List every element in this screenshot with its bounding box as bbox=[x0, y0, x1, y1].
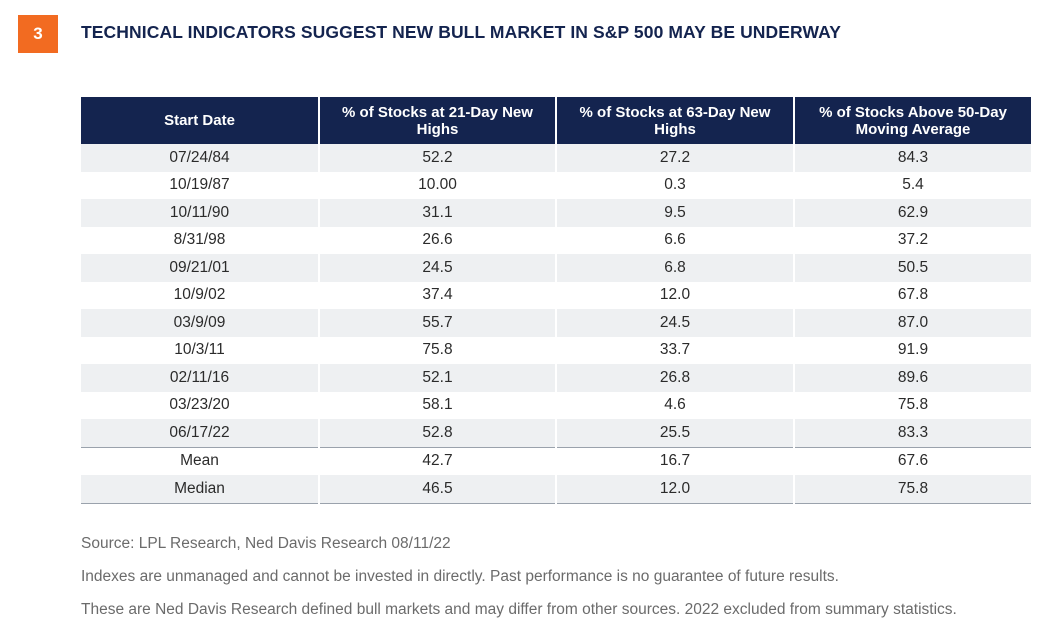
above-50-day-ma-cell: 75.8 bbox=[793, 391, 1031, 419]
new-highs-21-day-cell: 24.5 bbox=[318, 254, 556, 282]
new-highs-21-day-cell: 52.8 bbox=[318, 419, 556, 447]
new-highs-63-day-cell: 4.6 bbox=[555, 391, 794, 419]
start-date-cell: 03/23/20 bbox=[81, 391, 319, 419]
above-50-day-ma-cell: 67.8 bbox=[793, 281, 1031, 309]
column-header-63-day-new-highs: % of Stocks at 63-Day New Highs bbox=[555, 97, 794, 144]
figure-number-badge: 3 bbox=[18, 15, 58, 53]
start-date-cell: 02/11/16 bbox=[81, 364, 319, 392]
new-highs-21-day-cell: 26.6 bbox=[318, 226, 556, 254]
column-header-start-date: Start Date bbox=[81, 97, 319, 144]
new-highs-63-day-cell: 12.0 bbox=[555, 475, 794, 504]
new-highs-63-day-cell: 27.2 bbox=[555, 144, 794, 172]
table-row: 10/19/87 10.00 0.3 5.4 bbox=[81, 171, 1031, 199]
table-row: 03/23/20 58.1 4.6 75.8 bbox=[81, 391, 1031, 419]
table-row: 09/21/01 24.5 6.8 50.5 bbox=[81, 254, 1031, 282]
above-50-day-ma-cell: 37.2 bbox=[793, 226, 1031, 254]
new-highs-21-day-cell: 52.2 bbox=[318, 144, 556, 172]
new-highs-63-day-cell: 33.7 bbox=[555, 336, 794, 364]
summary-row: Median 46.5 12.0 75.8 bbox=[81, 475, 1031, 504]
above-50-day-ma-cell: 83.3 bbox=[793, 419, 1031, 447]
disclaimer-note: Indexes are unmanaged and cannot be inve… bbox=[81, 568, 839, 585]
start-date-cell: 03/9/09 bbox=[81, 309, 319, 337]
table-header-row: Start Date % of Stocks at 21-Day New Hig… bbox=[81, 97, 1031, 144]
new-highs-21-day-cell: 52.1 bbox=[318, 364, 556, 392]
new-highs-63-day-cell: 12.0 bbox=[555, 281, 794, 309]
new-highs-21-day-cell: 46.5 bbox=[318, 475, 556, 504]
above-50-day-ma-cell: 67.6 bbox=[793, 446, 1031, 475]
table-row: 10/9/02 37.4 12.0 67.8 bbox=[81, 281, 1031, 309]
start-date-cell: 8/31/98 bbox=[81, 226, 319, 254]
new-highs-21-day-cell: 42.7 bbox=[318, 446, 556, 475]
above-50-day-ma-cell: 91.9 bbox=[793, 336, 1031, 364]
new-highs-21-day-cell: 55.7 bbox=[318, 309, 556, 337]
start-date-cell: 10/11/90 bbox=[81, 199, 319, 227]
start-date-cell: 07/24/84 bbox=[81, 144, 319, 172]
start-date-cell: 10/19/87 bbox=[81, 171, 319, 199]
above-50-day-ma-cell: 87.0 bbox=[793, 309, 1031, 337]
above-50-day-ma-cell: 84.3 bbox=[793, 144, 1031, 172]
table-row: 06/17/22 52.8 25.5 83.3 bbox=[81, 419, 1031, 447]
table-row: 03/9/09 55.7 24.5 87.0 bbox=[81, 309, 1031, 337]
new-highs-63-day-cell: 24.5 bbox=[555, 309, 794, 337]
new-highs-21-day-cell: 75.8 bbox=[318, 336, 556, 364]
new-highs-21-day-cell: 58.1 bbox=[318, 391, 556, 419]
new-highs-21-day-cell: 10.00 bbox=[318, 171, 556, 199]
new-highs-63-day-cell: 16.7 bbox=[555, 446, 794, 475]
new-highs-21-day-cell: 37.4 bbox=[318, 281, 556, 309]
source-note: Source: LPL Research, Ned Davis Research… bbox=[81, 535, 451, 552]
definition-note: These are Ned Davis Research defined bul… bbox=[81, 601, 957, 618]
bull-market-indicators-table: Start Date % of Stocks at 21-Day New Hig… bbox=[81, 97, 1031, 504]
table-row: 10/11/90 31.1 9.5 62.9 bbox=[81, 199, 1031, 227]
new-highs-63-day-cell: 6.6 bbox=[555, 226, 794, 254]
start-date-cell: 10/3/11 bbox=[81, 336, 319, 364]
start-date-cell: 10/9/02 bbox=[81, 281, 319, 309]
start-date-cell: 09/21/01 bbox=[81, 254, 319, 282]
table-row: 8/31/98 26.6 6.6 37.2 bbox=[81, 226, 1031, 254]
above-50-day-ma-cell: 89.6 bbox=[793, 364, 1031, 392]
new-highs-63-day-cell: 0.3 bbox=[555, 171, 794, 199]
above-50-day-ma-cell: 75.8 bbox=[793, 475, 1031, 504]
column-header-above-50-day-ma: % of Stocks Above 50-Day Moving Average bbox=[793, 97, 1031, 144]
new-highs-63-day-cell: 25.5 bbox=[555, 419, 794, 447]
above-50-day-ma-cell: 62.9 bbox=[793, 199, 1031, 227]
figure-title: TECHNICAL INDICATORS SUGGEST NEW BULL MA… bbox=[81, 22, 842, 42]
above-50-day-ma-cell: 5.4 bbox=[793, 171, 1031, 199]
start-date-cell: 06/17/22 bbox=[81, 419, 319, 447]
new-highs-63-day-cell: 9.5 bbox=[555, 199, 794, 227]
summary-label-cell: Mean bbox=[81, 446, 319, 475]
footnotes: Source: LPL Research, Ned Davis Research… bbox=[81, 533, 957, 632]
table-row: 10/3/11 75.8 33.7 91.9 bbox=[81, 336, 1031, 364]
summary-label-cell: Median bbox=[81, 475, 319, 504]
summary-row: Mean 42.7 16.7 67.6 bbox=[81, 446, 1031, 475]
new-highs-63-day-cell: 26.8 bbox=[555, 364, 794, 392]
table-row: 02/11/16 52.1 26.8 89.6 bbox=[81, 364, 1031, 392]
table-row: 07/24/84 52.2 27.2 84.3 bbox=[81, 144, 1031, 172]
column-header-21-day-new-highs: % of Stocks at 21-Day New Highs bbox=[318, 97, 556, 144]
new-highs-63-day-cell: 6.8 bbox=[555, 254, 794, 282]
new-highs-21-day-cell: 31.1 bbox=[318, 199, 556, 227]
above-50-day-ma-cell: 50.5 bbox=[793, 254, 1031, 282]
